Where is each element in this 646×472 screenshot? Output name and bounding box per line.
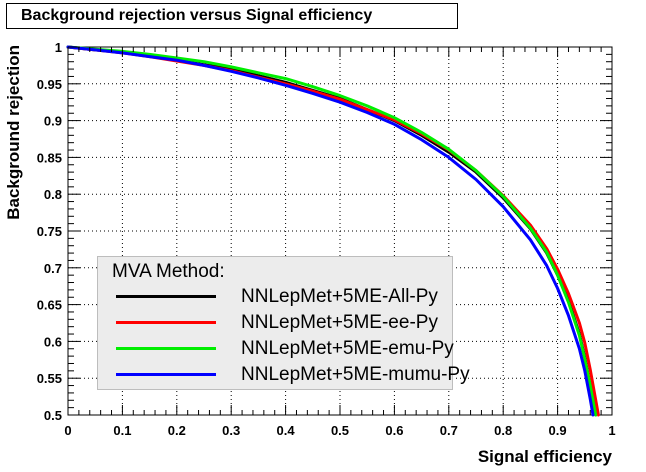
legend-entry-all: NNLepMet+5ME-All-Py [116, 285, 452, 309]
x-tick-label: 0.8 [494, 423, 512, 438]
y-axis-label: Background rejection [4, 45, 23, 220]
series-line-emu [66, 45, 598, 417]
y-tick-label: 0.95 [37, 77, 62, 92]
y-tick-label: 0.65 [37, 298, 62, 313]
x-tick-label: 0.9 [549, 423, 567, 438]
x-tick-label: 0.3 [222, 423, 240, 438]
y-tick-label: 0.85 [37, 150, 62, 165]
legend-entry-mumu: NNLepMet+5ME-mumu-Py [116, 363, 470, 387]
axis-ticks [67, 46, 613, 416]
legend-swatch-all [116, 295, 216, 298]
chart-title: Background rejection versus Signal effic… [6, 3, 458, 29]
y-tick-label: 0.9 [44, 114, 62, 129]
legend-header: MVA Method: [112, 261, 225, 282]
x-tick-label: 0.1 [113, 423, 131, 438]
legend-entry-emu: NNLepMet+5ME-emu-Py [116, 337, 454, 361]
legend: MVA Method: NNLepMet+5ME-All-Py NNLepMet… [97, 256, 470, 390]
legend-label-ee: NNLepMet+5ME-ee-Py [241, 312, 438, 333]
x-tick-label: 0.4 [277, 423, 296, 438]
legend-swatch-emu [116, 347, 216, 350]
legend-label-mumu: NNLepMet+5ME-mumu-Py [241, 364, 470, 385]
series-lines [66, 45, 600, 417]
legend-entry-ee: NNLepMet+5ME-ee-Py [116, 311, 452, 335]
y-tick-label: 0.5 [44, 408, 62, 423]
y-tick-label: 0.55 [37, 371, 62, 386]
x-tick-label: 0.5 [331, 423, 349, 438]
y-tick-label: 0.75 [37, 224, 62, 239]
x-tick-label: 0 [64, 423, 71, 438]
x-tick-label: 0.7 [440, 423, 458, 438]
legend-label-emu: NNLepMet+5ME-emu-Py [241, 338, 454, 359]
series-line-mumu [66, 45, 595, 417]
x-tick-label: 0.2 [168, 423, 186, 438]
y-tick-label: 0.7 [44, 261, 62, 276]
x-axis-label: Signal efficiency [478, 447, 613, 466]
legend-label-all: NNLepMet+5ME-All-Py [241, 286, 438, 307]
tick-labels: 0 0.1 0.2 0.3 0.4 0.5 0.6 0.7 0.8 0.9 1 0.5 0.55 0.6 0… [37, 40, 616, 438]
y-tick-label: 0.8 [44, 187, 62, 202]
y-tick-label: 0.6 [44, 334, 62, 349]
y-tick-label: 1 [55, 40, 62, 55]
x-tick-label: 0.6 [385, 423, 403, 438]
legend-swatch-mumu [116, 373, 216, 376]
legend-swatch-ee [116, 321, 216, 324]
x-tick-label: 1 [608, 423, 615, 438]
